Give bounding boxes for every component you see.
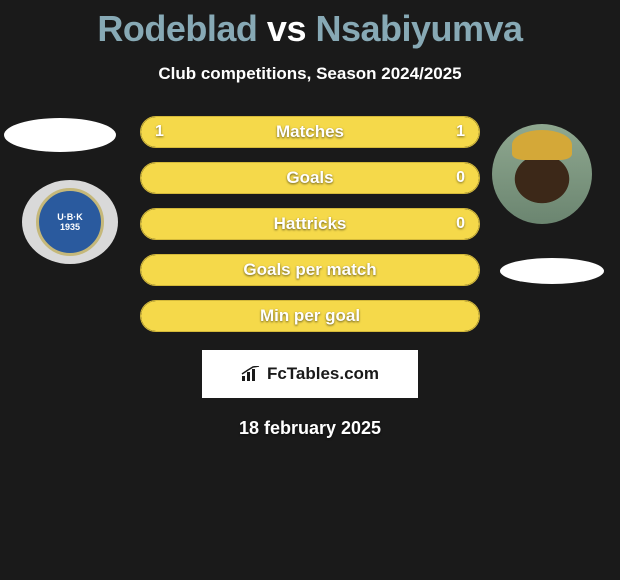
- stat-row: Hattricks0: [140, 208, 480, 240]
- stat-row: Goals per match: [140, 254, 480, 286]
- player2-hair: [512, 130, 572, 160]
- stat-value-right: 0: [456, 215, 465, 233]
- stat-label: Goals: [141, 168, 479, 188]
- player1-placeholder-oval: [4, 118, 116, 152]
- badge-text-top: U·B·K: [57, 212, 83, 222]
- stat-row: Matches1 1: [140, 116, 480, 148]
- stat-label: Hattricks: [141, 214, 479, 234]
- brand-text: FcTables.com: [267, 364, 379, 384]
- player2-name: Nsabiyumva: [315, 8, 522, 49]
- player2-placeholder-oval: [500, 258, 604, 284]
- stats-container: Matches11Goals0Hattricks0Goals per match…: [140, 116, 480, 332]
- stat-row: Min per goal: [140, 300, 480, 332]
- vs-text: vs: [267, 8, 306, 49]
- page-title: Rodeblad vs Nsabiyumva: [0, 0, 620, 50]
- chart-icon: [241, 366, 261, 382]
- stat-value-left: 1: [155, 123, 164, 141]
- player1-name: Rodeblad: [97, 8, 257, 49]
- stat-value-right: 1: [456, 123, 465, 141]
- brand-box[interactable]: FcTables.com: [202, 350, 418, 398]
- stat-row: Goals0: [140, 162, 480, 194]
- badge-text-bottom: 1935: [60, 222, 80, 232]
- subtitle: Club competitions, Season 2024/2025: [0, 64, 620, 84]
- stat-value-right: 0: [456, 169, 465, 187]
- stat-label: Matches: [141, 122, 479, 142]
- date-text: 18 february 2025: [0, 418, 620, 439]
- club-badge-inner: U·B·K 1935: [36, 188, 104, 256]
- player1-club-badge: U·B·K 1935: [22, 180, 118, 264]
- stat-label: Min per goal: [141, 306, 479, 326]
- player2-avatar: [492, 124, 592, 224]
- stat-label: Goals per match: [141, 260, 479, 280]
